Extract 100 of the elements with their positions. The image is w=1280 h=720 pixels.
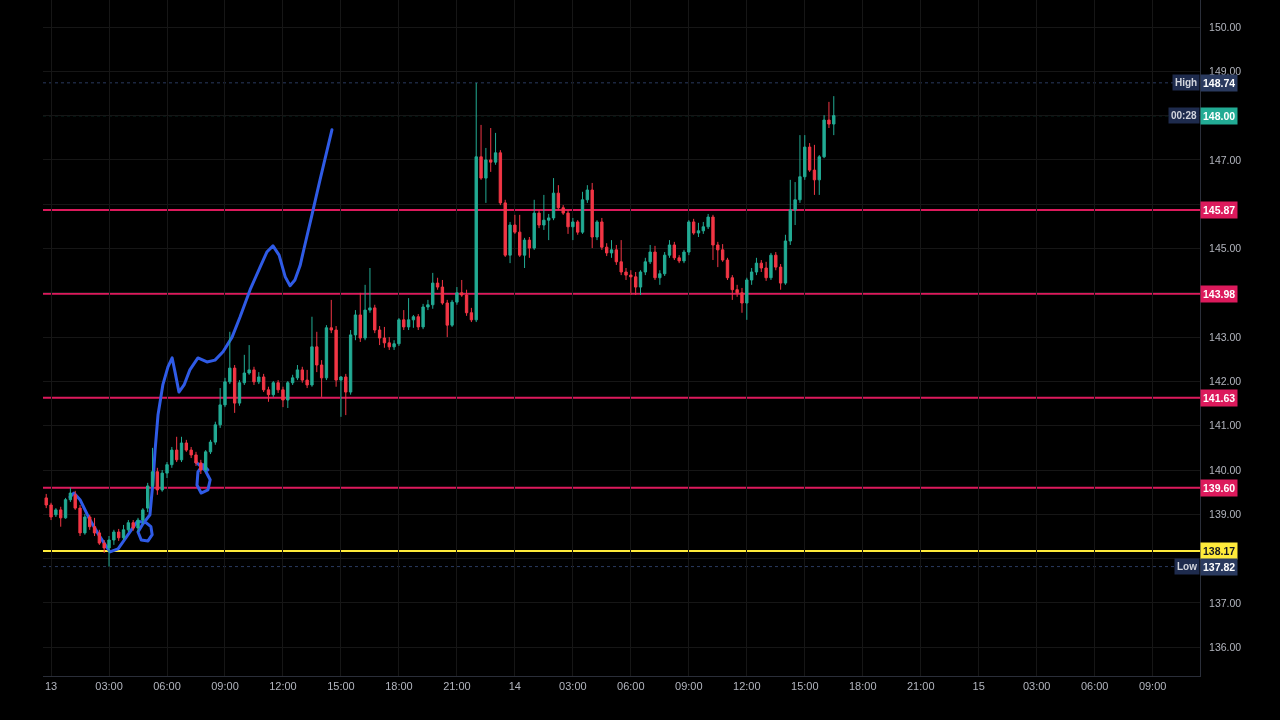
candlestick [117,528,121,542]
candlestick [508,221,512,264]
y-tick-label: 142.00 [1209,375,1242,388]
candlestick [174,436,179,463]
candlestick [271,380,275,398]
candlestick [92,517,97,537]
candlestick [348,329,353,396]
candlestick [754,257,759,276]
candlestick [769,252,773,281]
candlestick [252,366,256,386]
y-tick-label: 143.00 [1209,330,1242,343]
ref-line-label: 145.87 [1203,204,1236,216]
candlestick [580,191,585,235]
candlestick [720,243,725,263]
candlestick [232,364,237,414]
x-tick-label: 09:00 [675,680,703,693]
ref-line-label: 148.74 [1203,77,1236,89]
candlestick [832,95,836,136]
x-tick-label: 09:00 [1138,680,1167,693]
candlestick [489,127,493,173]
candlestick [435,277,440,291]
candlestick [595,219,599,241]
annotation: High [1175,77,1198,88]
y-tick-label: 140.00 [1209,463,1242,476]
candlestick [537,209,541,229]
x-tick-label: 09:00 [211,680,239,693]
candlestick [527,236,532,259]
candlestick [571,217,575,241]
y-tick-label: 150.00 [1209,20,1242,33]
x-tick-label: 14 [508,680,522,693]
candlestick [406,297,411,331]
y-tick-label: 136.00 [1209,640,1242,653]
candlestick [54,507,58,518]
candlestick [653,245,657,281]
candlestick [638,269,643,296]
x-tick-label: 03:00 [559,680,587,693]
candlestick [411,314,416,329]
x-tick-label: 18:00 [848,680,877,693]
candlestick [484,147,488,204]
x-tick-label: 15:00 [791,680,819,693]
candlestick [339,375,343,418]
candlestick [522,237,527,269]
y-tick-label: 139.00 [1209,507,1242,520]
candlestick [353,309,358,341]
x-tick-label: 06:00 [153,680,181,693]
ref-line-label: 139.60 [1203,482,1236,494]
x-tick-label: 13 [44,680,58,693]
candlestick [609,239,614,259]
y-tick-label: 141.00 [1209,419,1242,432]
candlestick [474,82,478,323]
x-tick-label: 21:00 [443,680,471,693]
candlestick [382,326,387,349]
candlestick [266,386,271,403]
candlestick [672,241,677,261]
candlestick [59,506,63,528]
candlestick [556,184,561,211]
candlestick [358,292,362,343]
x-tick-label: 03:00 [95,680,123,693]
y-tick-label: 137.00 [1209,596,1242,609]
x-tick-label: 18:00 [385,680,413,693]
candlestick [585,184,590,204]
candlestick [131,519,135,532]
candlestick [121,524,126,541]
candlestick [126,519,131,533]
ref-line-label: 141.63 [1203,392,1236,404]
x-tick-label: 03:00 [1022,680,1051,693]
candlestick [83,513,87,536]
x-tick-label: 15 [972,680,985,693]
candlestick [155,467,160,496]
ref-line-label: 138.17 [1203,545,1236,557]
annotation: 00:28 [1171,110,1198,121]
y-tick-label: 149.00 [1209,65,1242,77]
candlestick [691,218,696,236]
candlestick [493,132,498,166]
x-tick-label: 21:00 [906,680,935,693]
candlestick [807,142,812,173]
candlestick [416,313,420,331]
candlestick [576,219,580,236]
candlestick [257,371,261,385]
candlestick [827,101,831,129]
candlestick [590,182,594,249]
ref-line-label: 148.00 [1203,110,1236,122]
candlestick [344,373,348,416]
candlestick [532,199,536,251]
candlestick [402,309,406,331]
x-tick-label: 12:00 [269,680,297,693]
candlestick [261,373,266,393]
candlestick [469,307,474,323]
candlestick [812,144,817,196]
x-tick-label: 15:00 [327,680,355,693]
x-tick-label: 06:00 [617,680,645,693]
y-tick-label: 145.00 [1209,242,1242,255]
ref-line-label: 137.82 [1203,561,1236,573]
candlestick [479,124,483,181]
candlestick [633,271,638,296]
candlestick [63,497,68,520]
candlestick [295,364,300,381]
candlestick [696,222,701,238]
x-tick-label: 12:00 [733,680,761,693]
candlestick [310,316,314,388]
